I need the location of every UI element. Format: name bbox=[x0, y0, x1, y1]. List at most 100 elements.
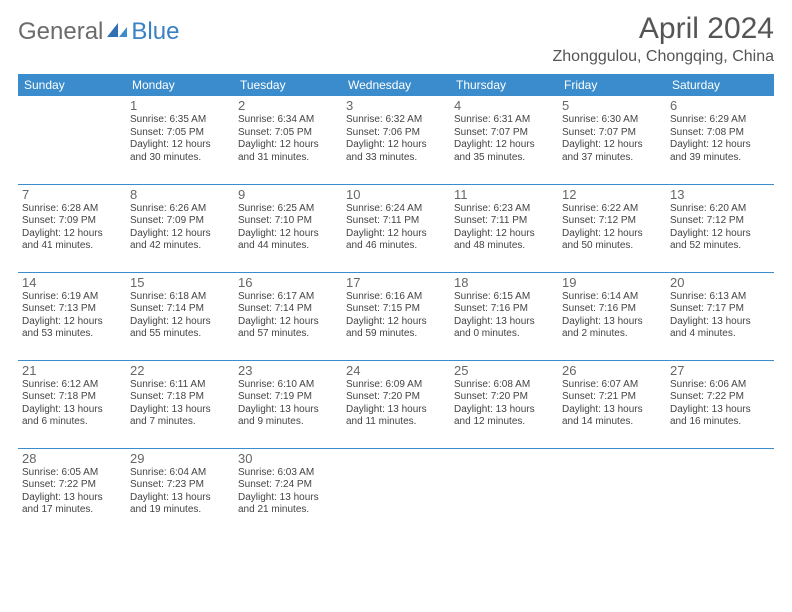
day-detail: and 19 minutes. bbox=[130, 504, 230, 517]
day-detail: Sunrise: 6:32 AM bbox=[346, 114, 446, 127]
day-detail: Sunrise: 6:30 AM bbox=[562, 114, 662, 127]
day-detail: Daylight: 12 hours bbox=[130, 139, 230, 152]
day-number: 20 bbox=[670, 275, 770, 290]
day-number: 21 bbox=[22, 363, 122, 378]
calendar-day-cell: 22Sunrise: 6:11 AMSunset: 7:18 PMDayligh… bbox=[126, 360, 234, 448]
day-detail: Sunset: 7:21 PM bbox=[562, 391, 662, 404]
day-detail: Sunset: 7:14 PM bbox=[238, 303, 338, 316]
day-detail: Sunset: 7:15 PM bbox=[346, 303, 446, 316]
day-detail: and 17 minutes. bbox=[22, 504, 122, 517]
day-detail: and 14 minutes. bbox=[562, 416, 662, 429]
day-detail: Sunrise: 6:07 AM bbox=[562, 379, 662, 392]
logo-sail-icon bbox=[107, 18, 129, 46]
calendar-day-cell: 28Sunrise: 6:05 AMSunset: 7:22 PMDayligh… bbox=[18, 448, 126, 536]
calendar-day-cell: 1Sunrise: 6:35 AMSunset: 7:05 PMDaylight… bbox=[126, 96, 234, 184]
day-detail: Sunset: 7:14 PM bbox=[130, 303, 230, 316]
day-detail: and 16 minutes. bbox=[670, 416, 770, 429]
day-detail: Daylight: 12 hours bbox=[562, 139, 662, 152]
day-detail: Daylight: 12 hours bbox=[562, 228, 662, 241]
day-detail: Sunset: 7:12 PM bbox=[562, 215, 662, 228]
day-detail: and 37 minutes. bbox=[562, 152, 662, 165]
page-header: General Blue April 2024 Zhonggulou, Chon… bbox=[18, 12, 774, 66]
day-detail: Sunrise: 6:18 AM bbox=[130, 291, 230, 304]
day-detail: Daylight: 12 hours bbox=[238, 316, 338, 329]
calendar-day-cell bbox=[558, 448, 666, 536]
day-number: 4 bbox=[454, 98, 554, 113]
day-number: 9 bbox=[238, 187, 338, 202]
day-detail: Sunrise: 6:11 AM bbox=[130, 379, 230, 392]
calendar-day-cell bbox=[666, 448, 774, 536]
day-detail: Sunrise: 6:04 AM bbox=[130, 467, 230, 480]
day-detail: Sunset: 7:11 PM bbox=[454, 215, 554, 228]
day-number: 5 bbox=[562, 98, 662, 113]
day-detail: and 52 minutes. bbox=[670, 240, 770, 253]
day-number: 7 bbox=[22, 187, 122, 202]
day-detail: Sunrise: 6:05 AM bbox=[22, 467, 122, 480]
calendar-day-cell: 5Sunrise: 6:30 AMSunset: 7:07 PMDaylight… bbox=[558, 96, 666, 184]
day-number: 11 bbox=[454, 187, 554, 202]
day-detail: and 59 minutes. bbox=[346, 328, 446, 341]
day-detail: Sunrise: 6:09 AM bbox=[346, 379, 446, 392]
day-detail: Sunrise: 6:13 AM bbox=[670, 291, 770, 304]
day-detail: Sunset: 7:18 PM bbox=[22, 391, 122, 404]
calendar-week-row: 7Sunrise: 6:28 AMSunset: 7:09 PMDaylight… bbox=[18, 184, 774, 272]
day-detail: Sunset: 7:05 PM bbox=[130, 127, 230, 140]
calendar-week-row: 21Sunrise: 6:12 AMSunset: 7:18 PM Dayligh… bbox=[18, 360, 774, 448]
day-number: 22 bbox=[130, 363, 230, 378]
day-detail: Daylight: 13 hours bbox=[454, 404, 554, 417]
day-detail: Sunrise: 6:23 AM bbox=[454, 203, 554, 216]
day-detail: and 42 minutes. bbox=[130, 240, 230, 253]
day-detail: Daylight: 12 hours bbox=[130, 228, 230, 241]
day-detail: Sunset: 7:05 PM bbox=[238, 127, 338, 140]
month-title: April 2024 bbox=[553, 12, 775, 46]
calendar-day-cell: 6Sunrise: 6:29 AMSunset: 7:08 PMDaylight… bbox=[666, 96, 774, 184]
day-detail: Sunrise: 6:24 AM bbox=[346, 203, 446, 216]
day-detail: Sunrise: 6:17 AM bbox=[238, 291, 338, 304]
day-detail: Sunset: 7:11 PM bbox=[346, 215, 446, 228]
day-detail: and 48 minutes. bbox=[454, 240, 554, 253]
calendar-day-cell: 4Sunrise: 6:31 AMSunset: 7:07 PMDaylight… bbox=[450, 96, 558, 184]
day-detail: Sunrise: 6:12 AM bbox=[22, 379, 122, 392]
day-detail: and 46 minutes. bbox=[346, 240, 446, 253]
day-detail: Sunset: 7:22 PM bbox=[22, 479, 122, 492]
day-detail: and 33 minutes. bbox=[346, 152, 446, 165]
calendar-day-cell: 29Sunrise: 6:04 AMSunset: 7:23 PMDayligh… bbox=[126, 448, 234, 536]
day-detail: Daylight: 13 hours bbox=[346, 404, 446, 417]
day-detail: Daylight: 13 hours bbox=[130, 492, 230, 505]
day-detail: and 9 minutes. bbox=[238, 416, 338, 429]
calendar-day-cell: 7Sunrise: 6:28 AMSunset: 7:09 PMDaylight… bbox=[18, 184, 126, 272]
day-detail: Sunset: 7:24 PM bbox=[238, 479, 338, 492]
day-detail: Sunrise: 6:35 AM bbox=[130, 114, 230, 127]
calendar-day-cell: 23Sunrise: 6:10 AMSunset: 7:19 PMDayligh… bbox=[234, 360, 342, 448]
day-number: 12 bbox=[562, 187, 662, 202]
day-detail: Daylight: 12 hours bbox=[22, 316, 122, 329]
day-detail: and 4 minutes. bbox=[670, 328, 770, 341]
day-detail: Sunrise: 6:19 AM bbox=[22, 291, 122, 304]
day-detail: Daylight: 13 hours bbox=[562, 316, 662, 329]
day-detail: Sunrise: 6:29 AM bbox=[670, 114, 770, 127]
day-detail: and 55 minutes. bbox=[130, 328, 230, 341]
calendar-day-cell: 26Sunrise: 6:07 AMSunset: 7:21 PMDayligh… bbox=[558, 360, 666, 448]
day-detail: Sunset: 7:09 PM bbox=[22, 215, 122, 228]
calendar-day-cell: 2Sunrise: 6:34 AMSunset: 7:05 PMDaylight… bbox=[234, 96, 342, 184]
calendar-day-cell: 30Sunrise: 6:03 AMSunset: 7:24 PMDayligh… bbox=[234, 448, 342, 536]
calendar-day-cell: 25Sunrise: 6:08 AMSunset: 7:20 PMDayligh… bbox=[450, 360, 558, 448]
day-number: 29 bbox=[130, 451, 230, 466]
calendar-day-cell: 14Sunrise: 6:19 AMSunset: 7:13 PMDayligh… bbox=[18, 272, 126, 360]
day-number: 8 bbox=[130, 187, 230, 202]
day-number: 10 bbox=[346, 187, 446, 202]
day-header: Tuesday bbox=[234, 74, 342, 96]
day-detail: Daylight: 13 hours bbox=[670, 316, 770, 329]
day-number: 6 bbox=[670, 98, 770, 113]
day-detail: Sunset: 7:19 PM bbox=[238, 391, 338, 404]
day-detail: Sunrise: 6:25 AM bbox=[238, 203, 338, 216]
day-detail: Sunset: 7:22 PM bbox=[670, 391, 770, 404]
day-detail: Daylight: 12 hours bbox=[130, 316, 230, 329]
day-detail: Sunset: 7:13 PM bbox=[22, 303, 122, 316]
day-number: 26 bbox=[562, 363, 662, 378]
day-detail: Sunset: 7:12 PM bbox=[670, 215, 770, 228]
day-detail: Sunrise: 6:20 AM bbox=[670, 203, 770, 216]
day-number: 27 bbox=[670, 363, 770, 378]
calendar-week-row: 28Sunrise: 6:05 AMSunset: 7:22 PMDayligh… bbox=[18, 448, 774, 536]
day-number: 23 bbox=[238, 363, 338, 378]
